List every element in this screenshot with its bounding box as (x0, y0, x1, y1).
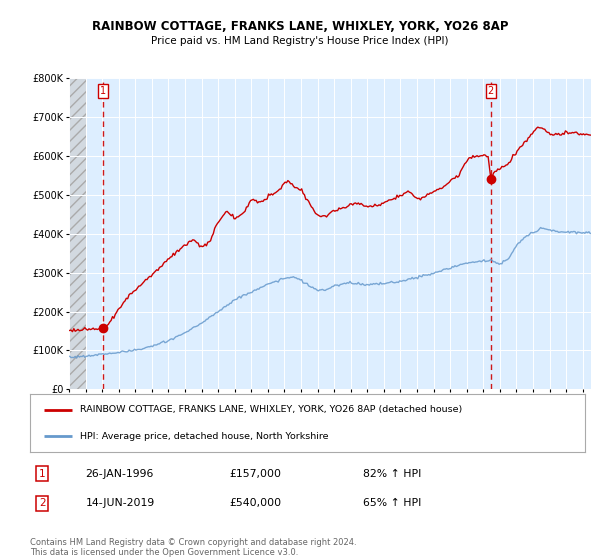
Text: £157,000: £157,000 (230, 469, 282, 479)
Text: £540,000: £540,000 (230, 498, 282, 508)
Text: 82% ↑ HPI: 82% ↑ HPI (363, 469, 421, 479)
Text: Contains HM Land Registry data © Crown copyright and database right 2024.
This d: Contains HM Land Registry data © Crown c… (30, 538, 356, 557)
Text: 2: 2 (488, 86, 494, 96)
Text: HPI: Average price, detached house, North Yorkshire: HPI: Average price, detached house, Nort… (80, 432, 328, 441)
Text: 2: 2 (39, 498, 46, 508)
Text: RAINBOW COTTAGE, FRANKS LANE, WHIXLEY, YORK, YO26 8AP (detached house): RAINBOW COTTAGE, FRANKS LANE, WHIXLEY, Y… (80, 405, 462, 414)
Text: Price paid vs. HM Land Registry's House Price Index (HPI): Price paid vs. HM Land Registry's House … (151, 36, 449, 46)
Bar (69, 78, 86, 389)
Text: 26-JAN-1996: 26-JAN-1996 (86, 469, 154, 479)
Bar (69, 78, 86, 389)
Text: 1: 1 (39, 469, 46, 479)
Text: RAINBOW COTTAGE, FRANKS LANE, WHIXLEY, YORK, YO26 8AP: RAINBOW COTTAGE, FRANKS LANE, WHIXLEY, Y… (92, 20, 508, 32)
Text: 14-JUN-2019: 14-JUN-2019 (86, 498, 155, 508)
Text: 1: 1 (100, 86, 106, 96)
Text: 65% ↑ HPI: 65% ↑ HPI (363, 498, 421, 508)
